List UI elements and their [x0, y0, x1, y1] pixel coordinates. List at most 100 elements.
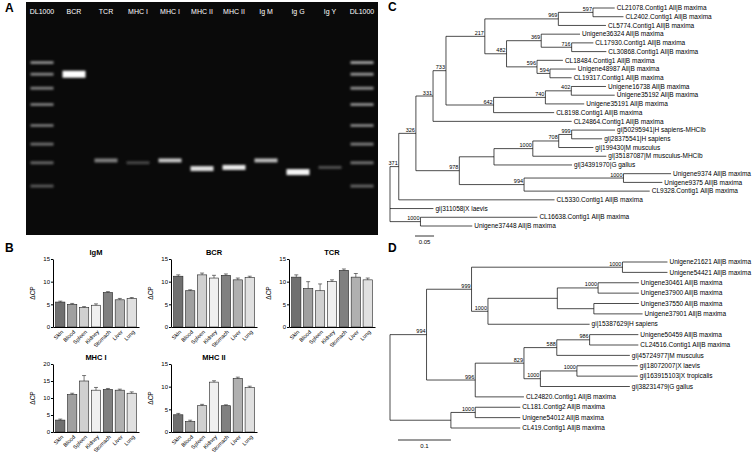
leaf-label: Unigene37900 All|B maxima	[641, 289, 723, 297]
branch	[472, 267, 623, 268]
branch	[420, 217, 537, 218]
gel-background	[26, 2, 378, 235]
leaf-label: CL9328.Contig1 All|B maxima	[652, 187, 739, 195]
support-value: 1000	[407, 215, 419, 221]
branch	[494, 164, 572, 165]
node-join	[493, 97, 494, 112]
support-value: 969	[548, 12, 557, 18]
bar	[115, 300, 124, 327]
tick-label: 0	[283, 324, 287, 330]
bar	[315, 291, 324, 327]
error-bar	[58, 301, 62, 303]
y-axis: 05101520	[43, 361, 53, 435]
tick-mark	[51, 259, 53, 260]
bar	[245, 388, 254, 432]
node-join	[523, 348, 524, 379]
branch	[524, 347, 557, 348]
branch	[416, 170, 459, 171]
branch	[524, 178, 623, 179]
branch	[488, 324, 590, 325]
gel-band	[30, 124, 53, 127]
error-bar	[366, 278, 370, 280]
error-bar	[82, 376, 86, 381]
node-join	[557, 288, 558, 309]
support-value: 1000	[564, 364, 576, 370]
lane-label: MHC I	[128, 8, 148, 15]
tree: CL21078.Contig1 All|B maximaCL2402.Conti…	[389, 4, 752, 245]
node-join	[484, 19, 485, 54]
tick: 5	[165, 407, 171, 413]
node-join	[390, 335, 391, 421]
plot-area	[174, 377, 255, 432]
gel-band	[94, 158, 117, 162]
branch	[427, 289, 472, 290]
leaf-label: CL24516.Contig1 All|B maxima	[640, 341, 730, 349]
node-join	[592, 8, 593, 17]
gel-bands	[30, 61, 373, 187]
bar	[103, 293, 112, 327]
error-bar	[224, 404, 228, 406]
tick-mark	[287, 282, 289, 283]
branch	[598, 282, 639, 283]
node-join	[445, 36, 446, 105]
tree: Unigene21621 All|B maximaUnigene54421 Al…	[390, 258, 751, 449]
error-bar	[118, 298, 122, 299]
leaf-label: CL181.Contig2 All|B maxima	[522, 403, 605, 411]
error-bar	[94, 304, 98, 305]
support-value: 1000	[475, 305, 487, 311]
tick: Lung	[241, 327, 254, 342]
node-join	[622, 262, 623, 272]
tick-label: Lung	[359, 329, 372, 342]
error-bar	[212, 381, 216, 382]
branch	[622, 272, 667, 273]
axis-title: ΔCP	[265, 286, 272, 299]
axis-line	[53, 260, 54, 328]
branch	[433, 121, 572, 122]
tick-label: 10	[279, 279, 286, 285]
bar-chart: 051015SkinBloodSpleenKidneyStomachLiverL…	[29, 248, 140, 348]
error-bar	[330, 280, 334, 282]
gel-band	[318, 166, 341, 169]
error-bar	[200, 404, 204, 405]
leaf-label: CL30868.Contig1 All|B maxima	[608, 48, 698, 56]
branch	[594, 303, 639, 304]
node-join	[537, 60, 538, 73]
node-join	[459, 157, 460, 185]
gel-band	[350, 73, 373, 76]
node-join	[415, 96, 416, 171]
tick-mark	[51, 381, 53, 382]
branch	[545, 90, 571, 91]
bar	[339, 270, 348, 327]
error-bar	[236, 377, 240, 378]
gel-band	[350, 143, 373, 146]
branch	[390, 221, 420, 222]
leaf-label: CL5330.Contig1 All|B maxima	[557, 196, 644, 204]
support-values: 9949999961000100010008295881000100098610…	[416, 261, 621, 412]
leaf-label: Unigene48987 All|B maxima	[578, 65, 660, 73]
lane-label: Ig Y	[324, 8, 337, 16]
y-axis: 051015	[43, 256, 53, 330]
tick-label: 10	[43, 279, 50, 285]
branch	[594, 313, 643, 314]
branch	[540, 386, 629, 387]
leaf-label: Unigene37550 All|B maxima	[641, 300, 723, 308]
bar	[209, 278, 218, 327]
support-value: 999	[461, 283, 470, 289]
tick-mark	[169, 364, 171, 365]
tick: 15	[161, 256, 171, 262]
support-value: 1000	[585, 281, 597, 287]
error-bar	[188, 420, 192, 421]
gel-band	[350, 124, 373, 127]
x-axis: SkinBloodSpleenKidneyStomachLiverLung	[53, 327, 140, 348]
support-value: 1000	[462, 406, 474, 412]
leaf-label: gi|163915103|X tropicalis	[640, 372, 714, 380]
tick: Stomach	[210, 432, 230, 453]
node-join	[475, 407, 476, 417]
node-join	[426, 289, 427, 380]
gel-band	[30, 185, 53, 188]
error-bar	[70, 303, 74, 305]
support-value: 1000	[609, 261, 621, 267]
branch	[557, 308, 594, 309]
error-bar	[248, 276, 252, 277]
error-bar	[58, 419, 62, 420]
